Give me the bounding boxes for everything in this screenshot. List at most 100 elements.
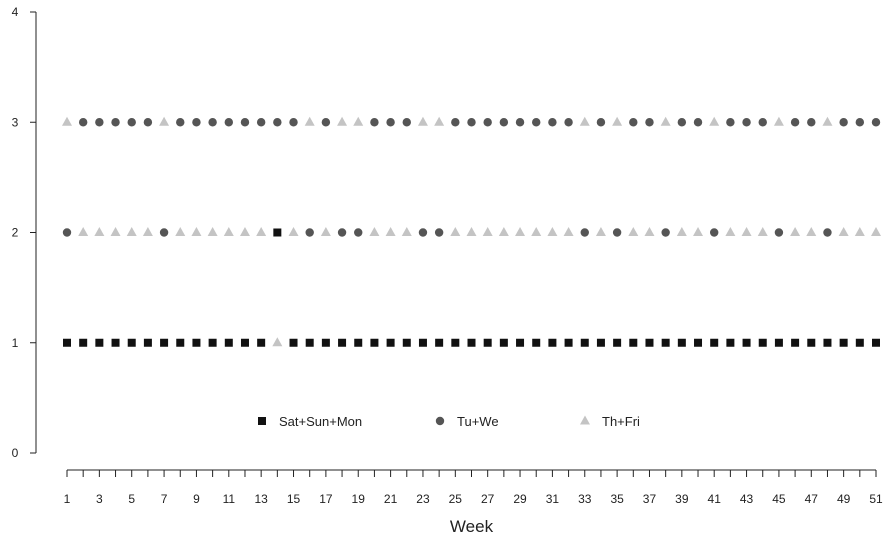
data-point xyxy=(111,338,120,347)
x-tick-label: 35 xyxy=(610,492,624,506)
data-point xyxy=(127,338,136,347)
data-point xyxy=(337,228,347,237)
data-point xyxy=(548,338,557,347)
data-point xyxy=(435,338,444,347)
data-point xyxy=(515,118,525,127)
data-point xyxy=(385,227,396,236)
data-point xyxy=(256,118,266,127)
data-point xyxy=(612,116,623,126)
data-point xyxy=(402,118,411,127)
data-point xyxy=(127,118,136,127)
legend: Sat+Sun+Mon Tu+We Th+Fri xyxy=(258,414,640,429)
data-point xyxy=(192,118,201,127)
data-point xyxy=(532,118,541,127)
legend-square-icon xyxy=(258,417,266,425)
data-point xyxy=(192,338,201,347)
data-point xyxy=(613,338,622,347)
x-tick-label: 1 xyxy=(64,492,71,506)
data-point xyxy=(370,338,379,347)
data-point xyxy=(208,338,217,347)
data-point xyxy=(645,338,654,347)
data-point xyxy=(110,227,121,236)
data-point xyxy=(239,227,250,236)
data-point xyxy=(709,116,720,126)
data-point xyxy=(434,228,444,237)
x-tick-label: 45 xyxy=(772,492,786,506)
x-tick-label: 33 xyxy=(578,492,592,506)
y-tick-label: 3 xyxy=(12,115,19,129)
data-point xyxy=(95,338,104,347)
data-point xyxy=(595,227,606,236)
data-point xyxy=(370,118,379,127)
y-axis: 0 1 2 3 4 xyxy=(12,5,37,460)
data-point xyxy=(256,227,267,236)
data-point xyxy=(596,118,606,127)
data-point xyxy=(289,338,298,347)
data-point xyxy=(580,338,589,347)
data-point xyxy=(677,118,687,127)
data-point xyxy=(742,338,751,347)
y-tick-label: 1 xyxy=(12,336,19,350)
series-square xyxy=(63,228,880,347)
data-point xyxy=(839,338,848,347)
data-point xyxy=(175,227,186,236)
data-point xyxy=(434,116,445,126)
data-point xyxy=(661,228,670,237)
data-point xyxy=(338,338,347,347)
data-point xyxy=(191,227,202,236)
data-point xyxy=(854,227,865,236)
data-point xyxy=(563,227,574,236)
data-point xyxy=(417,116,428,126)
data-point xyxy=(369,227,380,236)
data-point xyxy=(645,118,654,127)
data-point xyxy=(531,227,542,236)
data-point xyxy=(741,227,752,236)
x-tick-label: 43 xyxy=(740,492,754,506)
data-point xyxy=(305,338,314,347)
x-tick-label: 37 xyxy=(643,492,657,506)
data-point xyxy=(694,338,703,347)
data-point xyxy=(660,116,671,126)
data-point xyxy=(142,227,153,236)
data-point xyxy=(208,118,217,127)
data-point xyxy=(532,338,541,347)
data-point xyxy=(823,228,832,237)
data-point xyxy=(758,338,767,347)
data-point xyxy=(548,118,557,127)
x-tick-label: 23 xyxy=(416,492,430,506)
data-point xyxy=(483,338,492,347)
data-point xyxy=(790,227,801,236)
data-point xyxy=(273,228,282,237)
x-tick-label: 25 xyxy=(449,492,463,506)
data-point xyxy=(516,338,525,347)
data-point xyxy=(63,338,71,347)
data-point xyxy=(143,118,153,127)
data-point xyxy=(693,118,703,127)
x-tick-label: 49 xyxy=(837,492,851,506)
data-point xyxy=(499,118,509,127)
data-point xyxy=(78,118,88,127)
data-point xyxy=(774,228,784,237)
data-point xyxy=(742,118,751,127)
data-point xyxy=(176,118,185,127)
x-tick-label: 13 xyxy=(254,492,268,506)
data-point xyxy=(223,227,234,236)
data-point xyxy=(839,118,848,127)
series-circle xyxy=(62,118,881,237)
data-point xyxy=(353,116,364,126)
x-tick-label: 47 xyxy=(805,492,819,506)
data-point xyxy=(628,227,639,236)
series-triangle xyxy=(62,116,881,347)
x-tick-label: 7 xyxy=(161,492,168,506)
data-point xyxy=(289,118,298,127)
data-point xyxy=(677,338,686,347)
data-point xyxy=(402,338,411,347)
data-point xyxy=(79,338,88,347)
data-point xyxy=(661,338,670,347)
data-point xyxy=(822,116,833,126)
x-tick-label: 27 xyxy=(481,492,495,506)
data-point xyxy=(272,337,283,347)
data-point xyxy=(401,227,412,236)
data-point xyxy=(871,227,881,236)
data-point xyxy=(838,227,849,236)
